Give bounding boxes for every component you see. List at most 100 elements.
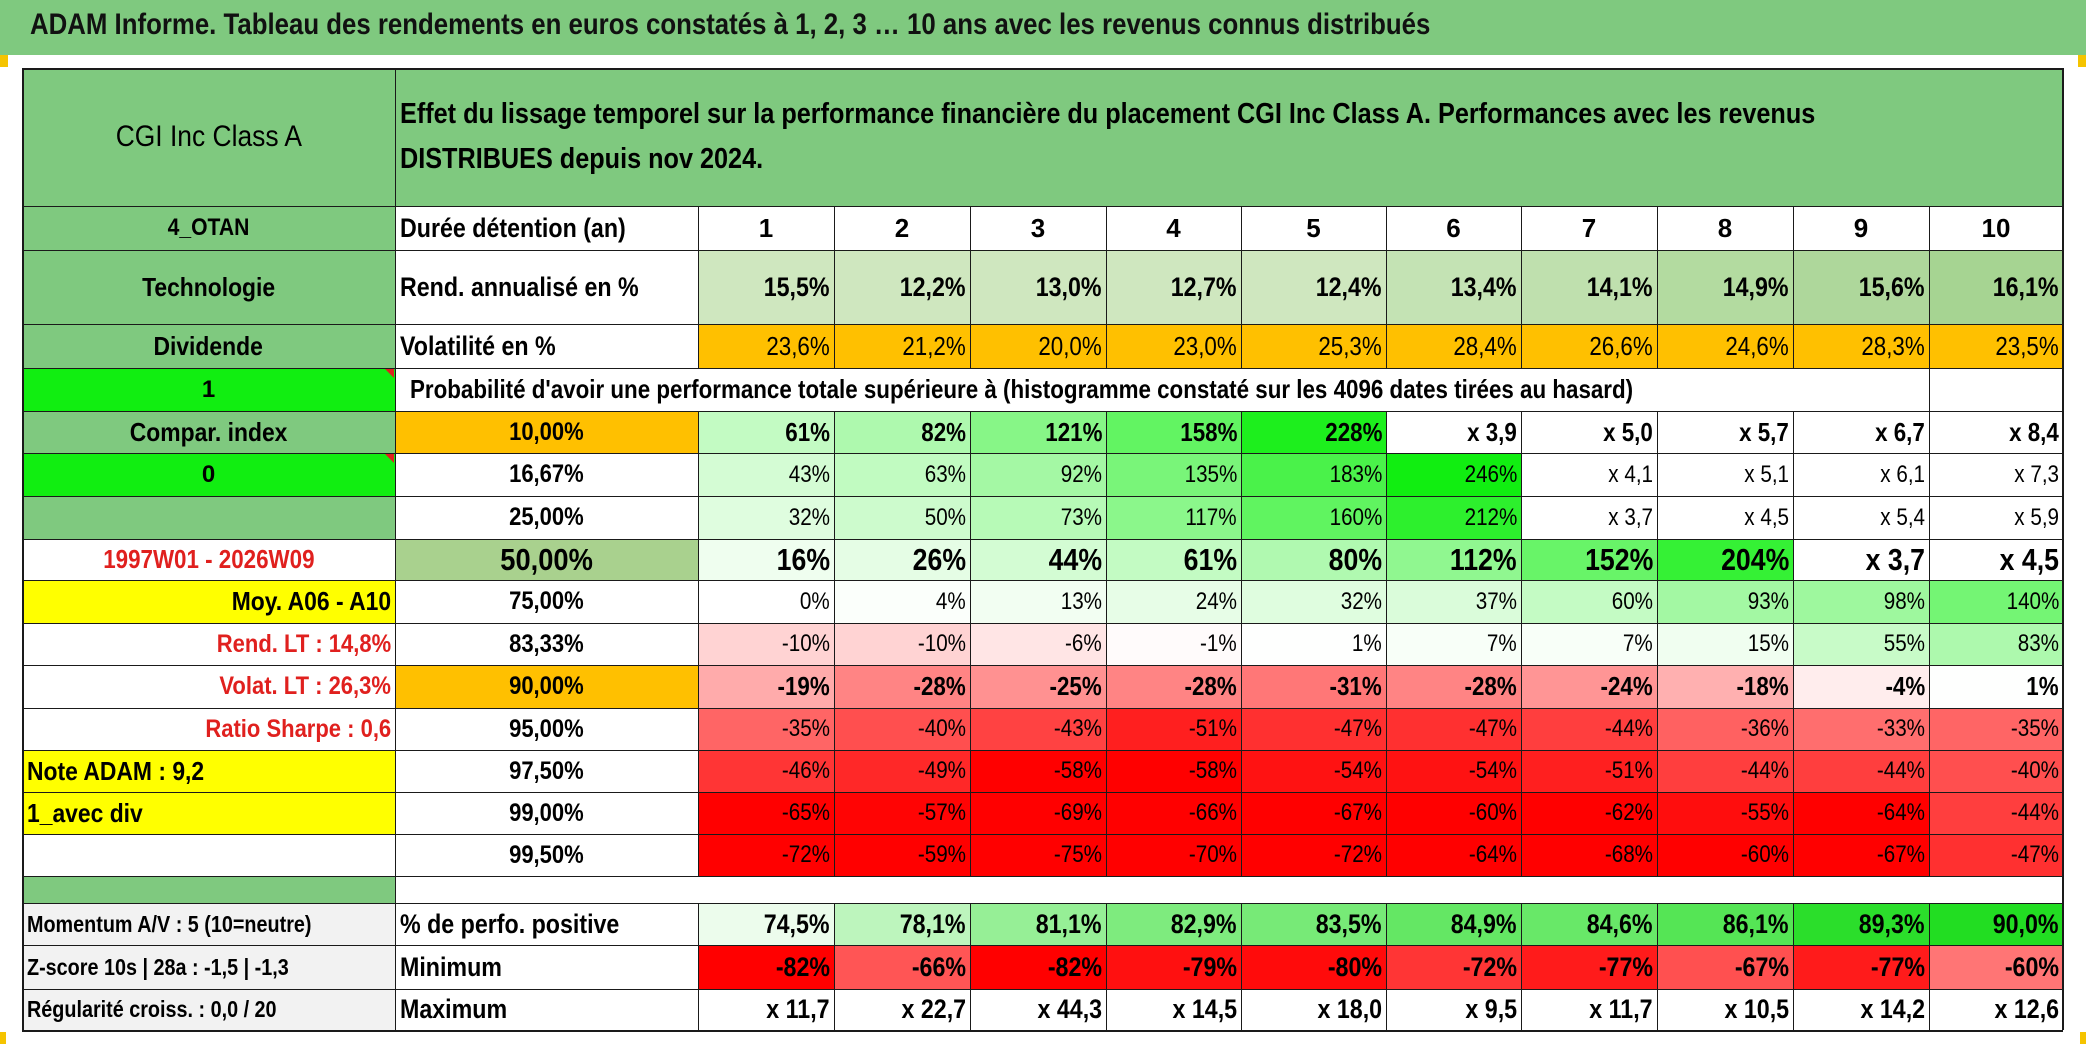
prob-value-text: -44% [2010, 799, 2059, 826]
grid-hline [22, 368, 2063, 369]
comment-marker-icon [385, 454, 394, 463]
fund-name-text: CGI Inc Class A [115, 120, 302, 153]
prob-value-text: -40% [2010, 757, 2059, 784]
prob-value: -54% [1241, 750, 1386, 792]
prob-value: -58% [970, 750, 1106, 792]
max-value: x 22,7 [834, 989, 970, 1030]
grid-hline [22, 1030, 2063, 1032]
rend-value-text: 15,5% [764, 271, 830, 302]
prob-value: 24% [1106, 580, 1241, 623]
min-value: -79% [1106, 945, 1241, 989]
grid-vline [1929, 206, 1930, 368]
rend-value: 15,6% [1793, 250, 1929, 324]
prob-threshold: 50,00% [395, 539, 698, 580]
prob-value-text: -44% [1604, 715, 1653, 742]
prob-value: 82% [834, 411, 970, 453]
duration-6-text: 6 [1446, 212, 1461, 243]
vol-value: 23,0% [1106, 324, 1241, 368]
prob-value-text: 160% [1329, 503, 1382, 531]
prob-value-text: 55% [1883, 630, 1925, 657]
prob-threshold-text: 16,67% [509, 460, 584, 488]
prob-value-text: 183% [1329, 460, 1382, 488]
prob-value: 121% [970, 411, 1106, 453]
rend-value-text: 12,2% [900, 271, 966, 302]
prob-value-text: -25% [1049, 671, 1102, 701]
grid-hline [22, 206, 2063, 207]
max-value-text: x 12,6 [1994, 994, 2059, 1024]
vol-value: 25,3% [1241, 324, 1386, 368]
prob-value: -43% [970, 708, 1106, 750]
grid-vline [1106, 903, 1107, 1030]
rend-value: 14,9% [1657, 250, 1793, 324]
pos-value-text: 84,9% [1451, 908, 1517, 939]
vol-value-text: 26,6% [1589, 330, 1653, 361]
flag1-cell-text: 1 [201, 375, 216, 403]
prob-value: 204% [1657, 539, 1793, 580]
grid-hline [22, 496, 2063, 497]
prob-value: 152% [1521, 539, 1657, 580]
prob-value: x 6,7 [1793, 411, 1929, 453]
title-bar: ADAM Informe. Tableau des rendements en … [0, 0, 2086, 55]
rend-value: 13,4% [1386, 250, 1521, 324]
zscore-cell-text: Z-score 10s | 28a : -1,5 | -1,3 [27, 953, 289, 980]
compar-index-cell: Compar. index [22, 411, 395, 453]
grid-hline [22, 708, 2063, 709]
pos-value-text: 84,6% [1587, 908, 1653, 939]
prob-value: -31% [1241, 665, 1386, 708]
prob-value-text: -43% [1053, 715, 1102, 742]
min-value-text: -79% [1182, 951, 1237, 982]
grid-vline [970, 903, 971, 1030]
prob-value: x 5,4 [1793, 496, 1929, 539]
pos-value: 84,6% [1521, 903, 1657, 945]
flag2-cell: 0 [22, 453, 395, 496]
pos-value-text: 86,1% [1723, 908, 1789, 939]
prob-value: -59% [834, 834, 970, 876]
prob-threshold: 10,00% [395, 411, 698, 453]
prob-value-text: 24% [1195, 587, 1237, 615]
rend-value: 12,7% [1106, 250, 1241, 324]
prob-value: -67% [1241, 792, 1386, 834]
grid-vline [1793, 903, 1794, 1030]
distribution-cell: Dividende [22, 324, 395, 368]
prob-threshold: 97,50% [395, 750, 698, 792]
pos-value: 74,5% [698, 903, 834, 945]
pos-value: 86,1% [1657, 903, 1793, 945]
prob-value: 26% [834, 539, 970, 580]
grid-vline [698, 411, 699, 876]
rend-label: Rend. annualisé en % [395, 250, 698, 324]
prob-value: 4% [834, 580, 970, 623]
prob-value: x 7,3 [1929, 453, 2063, 496]
code-cell: 4_OTAN [22, 206, 395, 250]
prob-value-text: x 7,3 [2014, 460, 2059, 488]
grid-hline [22, 792, 2063, 793]
prob-value-text: 15% [1747, 630, 1789, 657]
pos-value: 84,9% [1386, 903, 1521, 945]
prob-value: -36% [1657, 708, 1793, 750]
pos-label-text: % de perfo. positive [400, 908, 620, 939]
prob-value-text: 37% [1475, 587, 1517, 615]
prob-value-text: x 5,4 [1880, 503, 1925, 531]
pos-value: 89,3% [1793, 903, 1929, 945]
sheet-edge-marker [2078, 55, 2086, 67]
avec-div-cell-text: 1_avec div [27, 797, 143, 828]
vol-value: 28,3% [1793, 324, 1929, 368]
prob-value: 212% [1386, 496, 1521, 539]
sheet-edge-marker [2080, 1032, 2086, 1044]
prob-value-text: -55% [1740, 799, 1789, 826]
prob-value-text: -40% [917, 715, 966, 742]
min-label-text: Minimum [400, 951, 502, 982]
grid-vline [1241, 903, 1242, 1030]
max-value-text: x 18,0 [1317, 994, 1382, 1024]
duration-9: 9 [1793, 206, 1929, 250]
grid-vline [1386, 411, 1387, 876]
prob-value-text: -51% [1604, 757, 1653, 784]
prob-value: -10% [698, 623, 834, 665]
prob-value: 60% [1521, 580, 1657, 623]
prob-value-text: x 4,5 [1744, 503, 1789, 531]
prob-value-text: 32% [788, 503, 830, 531]
grid-hline [22, 453, 2063, 454]
prob-value-text: -10% [917, 630, 966, 657]
vol-value: 20,0% [970, 324, 1106, 368]
regularite-cell: Régularité croiss. : 0,0 / 20 [22, 989, 395, 1030]
